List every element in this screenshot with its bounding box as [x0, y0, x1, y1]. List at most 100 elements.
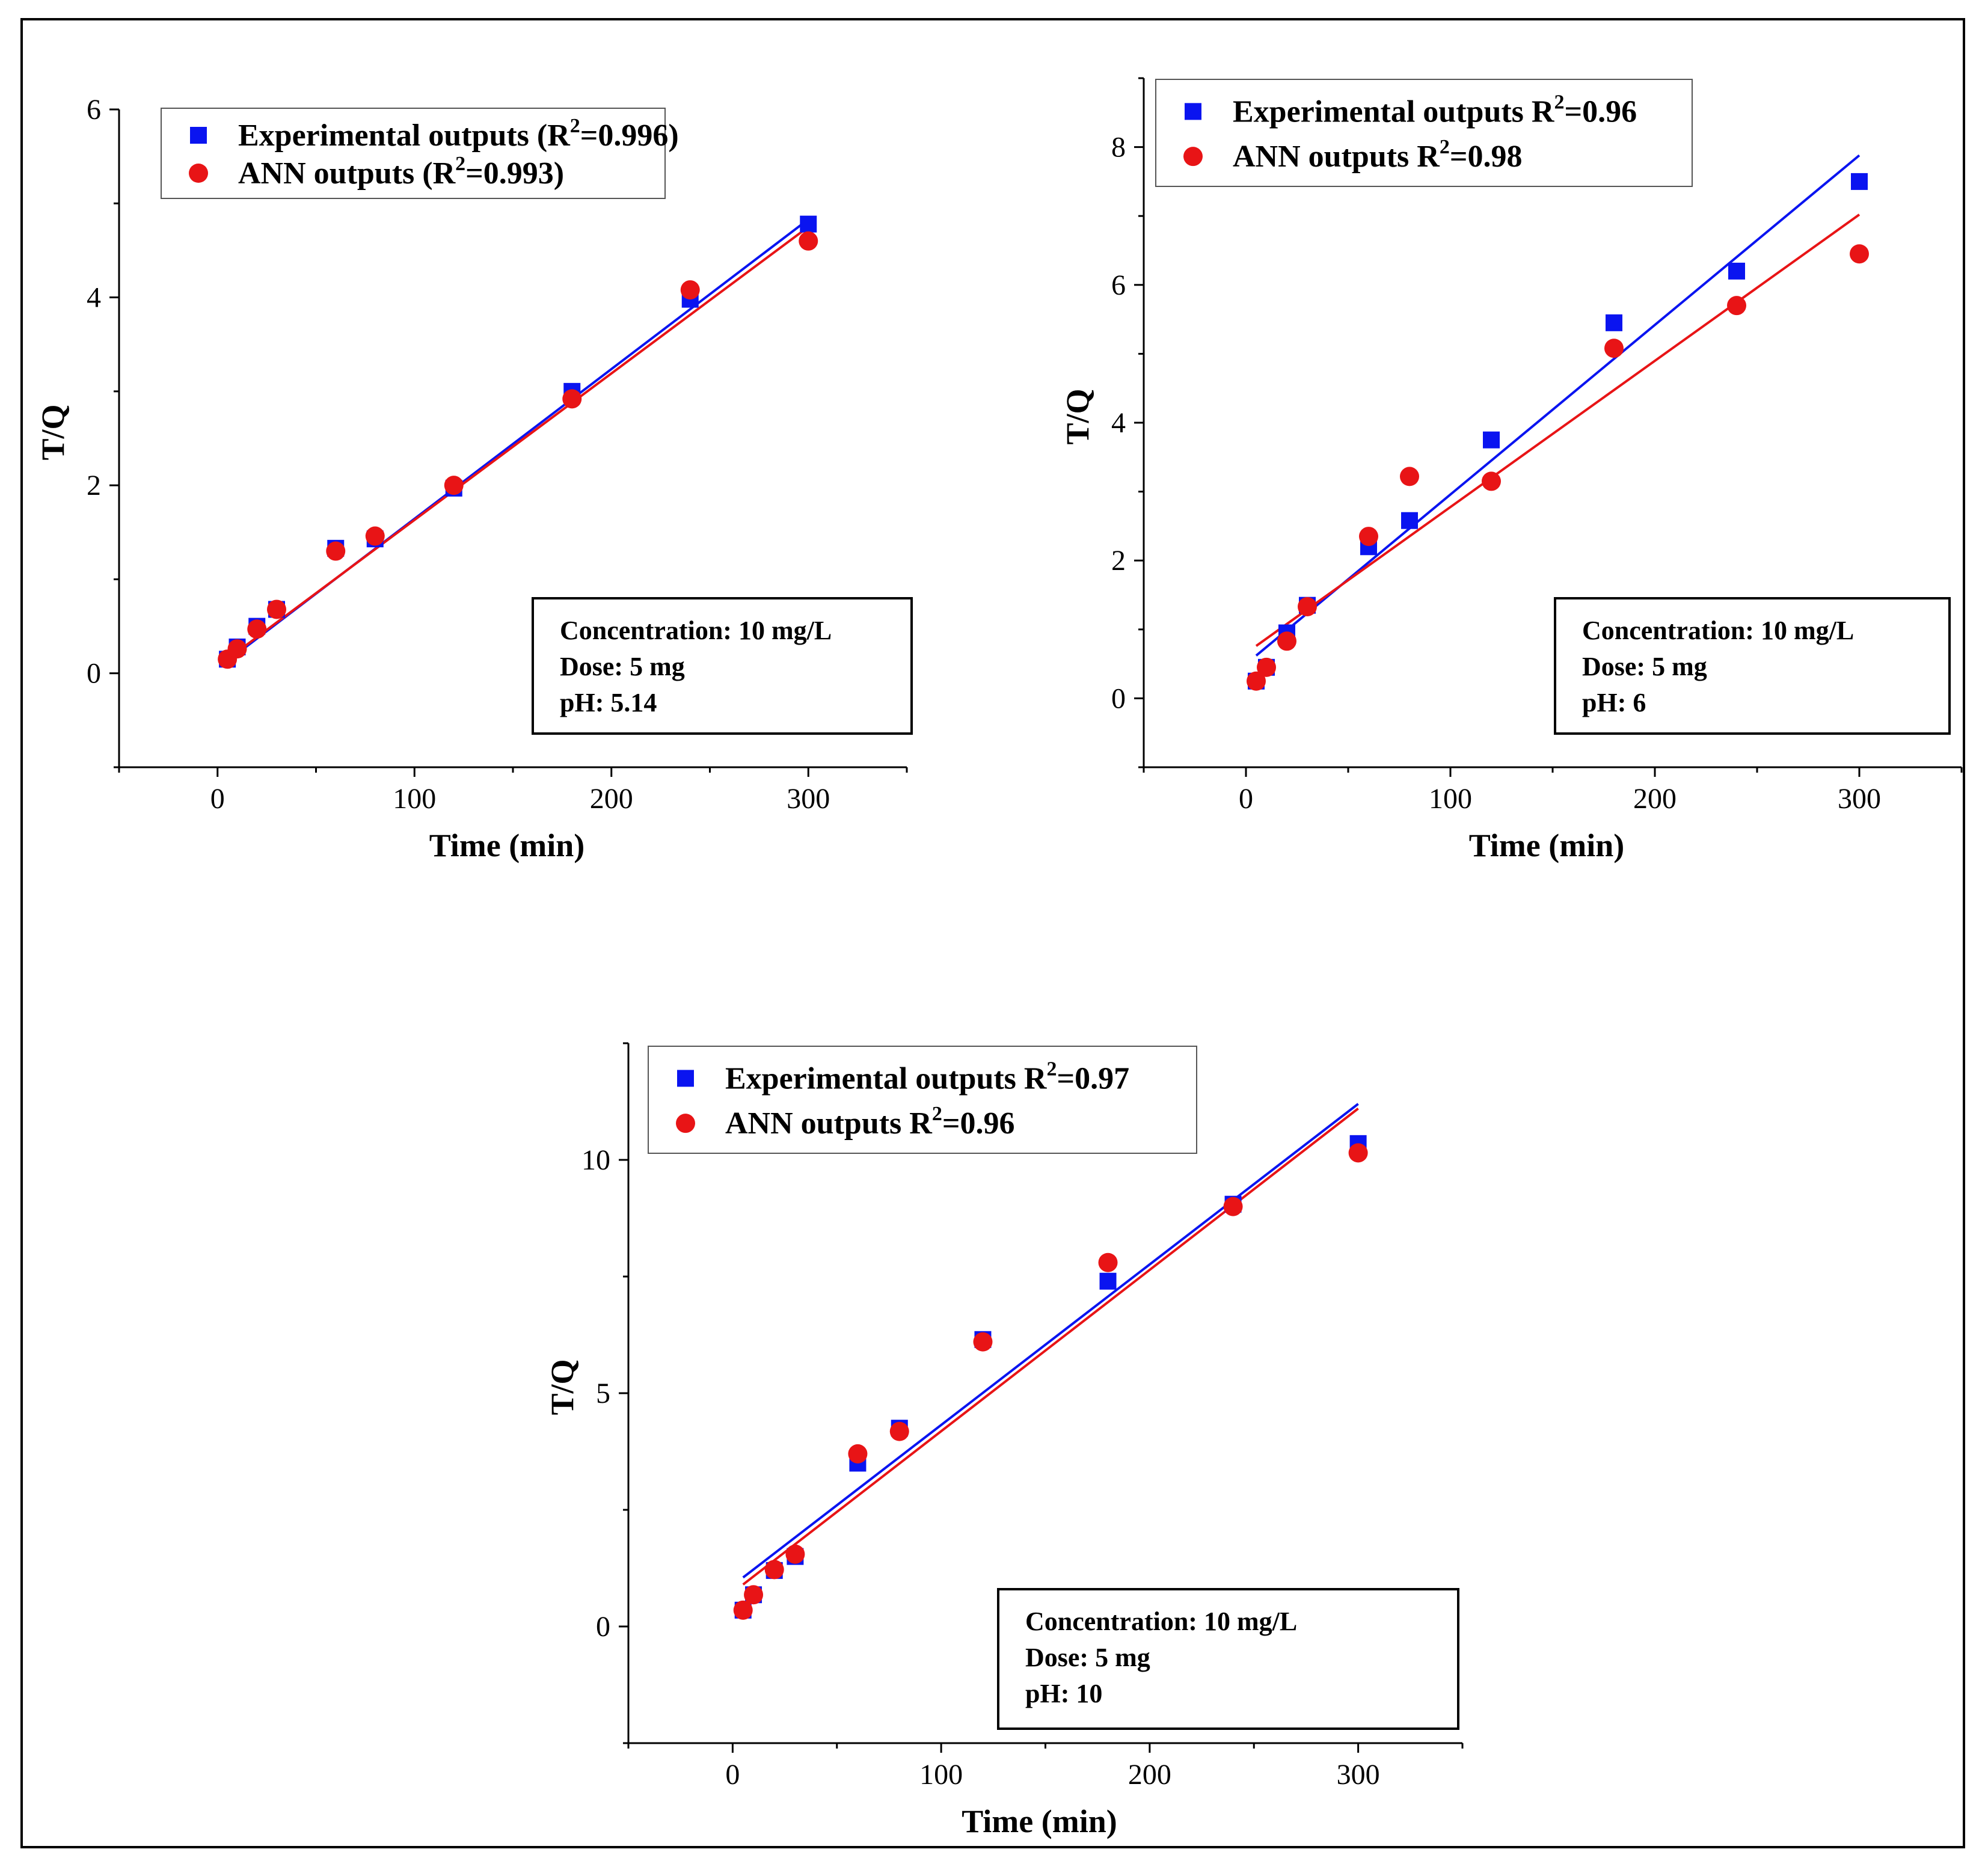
y-tick-label: 0: [596, 1611, 610, 1643]
legend-marker-ann: [189, 164, 208, 183]
fit-line-ann: [742, 1108, 1359, 1586]
x-tick-label: 0: [1239, 783, 1253, 815]
y-tick-label: 2: [1111, 545, 1126, 577]
y-tick-label: 0: [1111, 682, 1126, 714]
legend-label-ann: ANN outputs R2=0.96: [725, 1103, 1014, 1141]
y-axis-label: T/Q: [35, 404, 71, 460]
legend-label-ann: ANN outputs R2=0.98: [1233, 136, 1522, 174]
data-point-ann: [365, 526, 385, 546]
data-point-experimental: [1401, 512, 1418, 529]
data-point-ann: [267, 599, 286, 619]
y-tick-label: 10: [581, 1144, 610, 1176]
data-point-ann: [326, 541, 346, 561]
conditions-box: [997, 1588, 1459, 1730]
x-tick-label: 0: [725, 1759, 740, 1791]
legend-box: [161, 108, 666, 199]
y-axis-label: T/Q: [1060, 388, 1096, 444]
data-point-experimental: [1606, 314, 1622, 331]
x-tick-label: 0: [210, 783, 225, 815]
conditions-line: Concentration: 10 mg/L: [560, 616, 832, 645]
data-point-experimental: [1483, 431, 1500, 449]
data-point-ann: [973, 1332, 993, 1352]
data-point-ann: [1727, 296, 1746, 316]
data-point-experimental: [1099, 1272, 1117, 1290]
data-point-ann: [1359, 527, 1378, 547]
legend-marker-ann: [1183, 147, 1203, 167]
conditions-line: Dose: 5 mg: [560, 652, 685, 681]
x-tick-label: 100: [393, 783, 436, 815]
fit-line-experimental: [1255, 154, 1861, 657]
fit-line-experimental: [742, 1103, 1359, 1579]
y-tick-label: 6: [1111, 269, 1126, 301]
x-tick-label: 100: [919, 1759, 963, 1791]
conditions-line: Concentration: 10 mg/L: [1582, 616, 1854, 645]
legend-label-experimental: Experimental outputs R2=0.96: [1233, 91, 1637, 129]
conditions-line: Concentration: 10 mg/L: [1025, 1607, 1297, 1636]
data-point-ann: [680, 280, 700, 300]
y-tick-label: 0: [87, 658, 101, 690]
data-point-ann: [1850, 244, 1869, 264]
legend-label-experimental: Experimental outputs (R2=0.996): [238, 115, 679, 153]
data-point-ann: [799, 231, 818, 251]
x-tick-label: 200: [1128, 1759, 1171, 1791]
data-point-ann: [444, 476, 464, 495]
conditions-line: Dose: 5 mg: [1582, 652, 1707, 681]
conditions-line: pH: 5.14: [560, 688, 657, 717]
fit-line-ann: [226, 225, 809, 660]
x-tick-label: 300: [787, 783, 830, 815]
legend-marker-ann: [676, 1114, 695, 1133]
conditions-box: [1554, 597, 1951, 735]
x-axis-label: Time (min): [962, 1803, 1117, 1839]
y-tick-label: 5: [596, 1378, 610, 1409]
chart-panel-top-left: 0 100 200 300 0 2 4 6 Time (min) T/Q Experimental …: [35, 94, 913, 863]
y-tick-label: 6: [87, 94, 101, 126]
data-point-experimental: [800, 215, 817, 233]
data-point-ann: [733, 1600, 753, 1620]
chart-panel-top-right: 0 100 200 300 0 2 4 6 8 Time (min) T/Q Experimental…: [1060, 77, 1963, 863]
conditions-line: Dose: 5 mg: [1025, 1643, 1150, 1672]
legend-box: [648, 1046, 1197, 1154]
data-point-ann: [764, 1560, 784, 1580]
data-point-ann: [1247, 671, 1266, 691]
legend-label-experimental: Experimental outputs R2=0.97: [725, 1058, 1129, 1096]
data-point-experimental: [1851, 173, 1868, 190]
data-point-ann: [1482, 471, 1501, 491]
data-point-ann: [1223, 1197, 1243, 1216]
legend-label-ann: ANN outputs (R2=0.993): [238, 153, 564, 191]
data-point-ann: [1348, 1143, 1368, 1163]
data-point-ann: [1298, 596, 1317, 616]
legend-marker-experimental: [1185, 103, 1201, 120]
data-point-ann: [1604, 339, 1624, 358]
y-axis-label: T/Q: [544, 1359, 580, 1415]
data-point-ann: [562, 389, 582, 409]
x-axis-label: Time (min): [1469, 827, 1624, 863]
data-point-experimental: [1728, 262, 1745, 280]
y-tick-label: 4: [1111, 407, 1126, 439]
fit-line-ann: [1255, 213, 1861, 647]
data-point-ann: [1277, 631, 1296, 651]
conditions-box: [532, 597, 913, 735]
data-point-ann: [1400, 467, 1419, 486]
legend-marker-experimental: [677, 1070, 694, 1087]
y-tick-label: 2: [87, 470, 101, 501]
conditions-line: pH: 10: [1025, 1679, 1102, 1708]
data-point-ann: [1098, 1252, 1118, 1272]
x-tick-label: 300: [1838, 783, 1881, 815]
x-tick-label: 200: [1633, 783, 1677, 815]
x-tick-label: 200: [590, 783, 633, 815]
data-point-ann: [889, 1421, 909, 1441]
chart-panel-bottom: 0 100 200 300 0 5 10 Time (min) T/Q Experimental …: [544, 1042, 1464, 1839]
x-tick-label: 300: [1337, 1759, 1380, 1791]
data-point-ann: [744, 1585, 764, 1605]
data-point-ann: [848, 1444, 868, 1464]
conditions-line: pH: 6: [1582, 688, 1646, 717]
data-point-ann: [247, 619, 267, 639]
legend-box: [1155, 79, 1693, 187]
data-point-ann: [1257, 657, 1276, 677]
x-tick-label: 100: [1429, 783, 1472, 815]
data-point-ann: [227, 639, 247, 659]
legend-marker-experimental: [190, 127, 207, 144]
y-tick-label: 4: [87, 282, 101, 314]
figure-frame: [20, 18, 1965, 1848]
